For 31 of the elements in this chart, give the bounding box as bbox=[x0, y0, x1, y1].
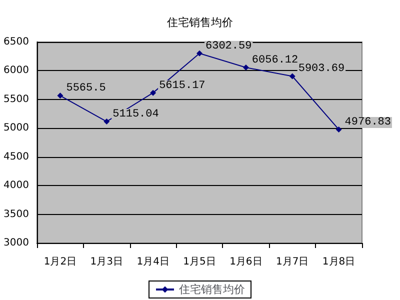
data-label: 6302.59 bbox=[206, 40, 252, 52]
y-tick-label: 4000 bbox=[4, 180, 29, 192]
point bbox=[336, 126, 342, 132]
legend-label: 住宅销售均价 bbox=[179, 283, 245, 296]
chart-title: 住宅销售均价 bbox=[167, 16, 233, 29]
x-tick-label: 1月8日 bbox=[322, 256, 356, 268]
point bbox=[196, 50, 202, 56]
data-label: 5565.5 bbox=[66, 82, 106, 95]
y-tick-label: 3500 bbox=[4, 208, 29, 220]
x-tick-label: 1月7日 bbox=[276, 256, 309, 268]
point bbox=[104, 118, 110, 125]
x-tick-label: 1月4日 bbox=[136, 256, 170, 268]
point bbox=[150, 90, 156, 96]
y-tick-label: 5500 bbox=[4, 94, 29, 105]
point bbox=[242, 64, 249, 70]
point bbox=[57, 92, 64, 99]
x-tick-label: 1月2日 bbox=[44, 256, 77, 268]
data-label: 6056.12 bbox=[252, 54, 298, 66]
x-tick-label: 1月6日 bbox=[230, 256, 262, 268]
y-tick-label: 5000 bbox=[4, 122, 29, 134]
data-label: 5115.04 bbox=[112, 108, 160, 121]
data-label: 5903.69 bbox=[298, 63, 345, 76]
y-tick-label: 6000 bbox=[4, 65, 29, 76]
point bbox=[289, 73, 296, 80]
y-tick-label: 6500 bbox=[4, 36, 29, 48]
data-label: 5615.17 bbox=[159, 80, 206, 92]
y-tick-label: 4500 bbox=[4, 151, 29, 162]
x-tick-label: 1月5日 bbox=[183, 256, 216, 268]
y-tick-label: 3000 bbox=[4, 238, 29, 248]
data-label: 4976.83 bbox=[344, 116, 392, 128]
x-tick-label: 1月3日 bbox=[90, 256, 124, 268]
